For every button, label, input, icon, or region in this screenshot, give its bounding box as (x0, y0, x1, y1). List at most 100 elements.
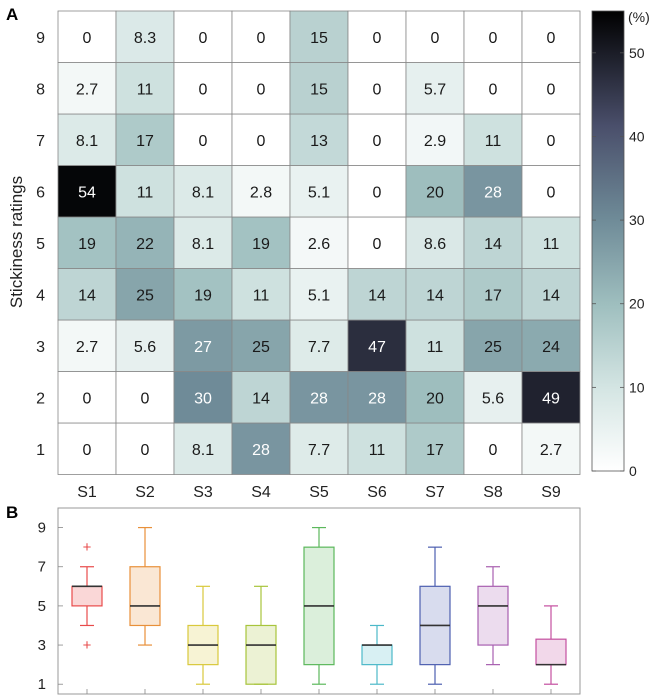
heatmap-cell-value: 8.3 (134, 30, 156, 47)
heatmap-cell-value: 5.6 (482, 390, 504, 407)
heatmap-cells (57, 10, 581, 475)
heatmap-cell-value: 0 (373, 184, 382, 201)
box-iqr (535, 638, 567, 666)
heatmap-cell (115, 216, 175, 269)
heatmap-cell-value: 0 (373, 133, 382, 150)
colorbar-ticks: 0 10 20 30 40 50 (592, 45, 645, 479)
heatmap-cell (289, 216, 349, 269)
heatmap-cell (57, 371, 117, 424)
heatmap-cell (289, 10, 349, 63)
heatmap-cell (173, 62, 233, 115)
panel-b-label: B (6, 503, 18, 522)
heatmap-cell (405, 113, 465, 166)
heatmap-cell-value: 11 (543, 236, 560, 253)
boxplot-y-ticks: 1 3 5 7 9 (38, 520, 63, 693)
heatmap-cell (57, 422, 117, 475)
heatmap-cell-value: 7.7 (308, 442, 330, 459)
heatmap-cell (347, 113, 407, 166)
box-s4 (245, 585, 277, 685)
heatmap-cell-value: 0 (257, 133, 266, 150)
colorbar-tick-label: 10 (629, 379, 645, 395)
heatmap-cell (173, 10, 233, 63)
heatmap-cell-value: 2.7 (540, 442, 562, 459)
box-s8 (477, 566, 509, 666)
heatmap-cell-value: 0 (547, 81, 556, 98)
colorbar-tick-label: 30 (629, 212, 645, 228)
heatmap-cell-value: 0 (83, 390, 92, 407)
heatmap-cell-value: 0 (141, 442, 150, 459)
heatmap-cell-value: 17 (484, 287, 502, 304)
heatmap-y-axis-label: Stickiness ratings (7, 176, 26, 308)
heatmap-cell (405, 422, 465, 475)
heatmap-cell-value: 8.1 (192, 442, 214, 459)
heatmap-cell (521, 10, 581, 63)
heatmap-cell-value: 0 (199, 30, 208, 47)
boxplot-y-tick-label: 9 (38, 520, 46, 537)
heatmap-cell-value: 11 (485, 133, 502, 150)
heatmap-cell-value: 0 (547, 30, 556, 47)
heatmap-cell-value: 8.1 (192, 184, 214, 201)
box-s9 (535, 605, 567, 685)
heatmap-cell (231, 371, 291, 424)
heatmap-y-tick-label: 8 (36, 81, 45, 98)
heatmap-cell-value: 19 (194, 287, 212, 304)
heatmap-cell-value: 28 (368, 390, 386, 407)
heatmap-cell (173, 319, 233, 372)
heatmap-cell-value: 28 (252, 442, 270, 459)
heatmap-cell (173, 165, 233, 218)
colorbar-tick-label: 40 (629, 128, 645, 144)
heatmap-cell-value: 28 (484, 184, 502, 201)
heatmap-cell (463, 422, 523, 475)
boxplot-boxes: ++ (71, 526, 567, 685)
heatmap-x-tick-label: S6 (367, 484, 387, 501)
heatmap: 0 0 8.1 28 7.7 11 17 0 2.70 0 30 14 28 28 20 5.6 492.7 5.… (7, 10, 581, 501)
heatmap-y-tick-label: 4 (36, 287, 45, 304)
heatmap-x-tick-label: S9 (541, 484, 561, 501)
heatmap-cell-value: 25 (484, 339, 502, 356)
heatmap-y-tick-label: 3 (36, 339, 45, 356)
heatmap-cell-value: 8.1 (192, 236, 214, 253)
panel-a-label: A (6, 5, 18, 24)
heatmap-cell (173, 113, 233, 166)
heatmap-cell-value: 0 (431, 30, 440, 47)
heatmap-cell (57, 62, 117, 115)
heatmap-cell (231, 113, 291, 166)
heatmap-cell (521, 422, 581, 475)
heatmap-cell-value: 5.1 (308, 287, 330, 304)
heatmap-cell-value: 7.7 (308, 339, 330, 356)
heatmap-cell (231, 165, 291, 218)
heatmap-x-tick-label: S5 (309, 484, 329, 501)
heatmap-cell-value: 5.7 (424, 81, 446, 98)
heatmap-cell-value: 14 (484, 236, 502, 253)
heatmap-cell (289, 113, 349, 166)
heatmap-cell (405, 10, 465, 63)
heatmap-cell-value: 0 (373, 81, 382, 98)
box-s6 (361, 624, 393, 685)
boxplot-x-ticks (86, 689, 552, 694)
heatmap-cell-value: 15 (310, 30, 328, 47)
heatmap-cell-value: 0 (257, 81, 266, 98)
heatmap-cell (347, 62, 407, 115)
heatmap-cell-value: 0 (257, 30, 266, 47)
heatmap-cell (347, 10, 407, 63)
heatmap-cell (115, 165, 175, 218)
boxplot-y-tick-label: 3 (38, 637, 46, 654)
heatmap-cell (347, 216, 407, 269)
heatmap-cell-value: 0 (547, 184, 556, 201)
heatmap-cell-value: 17 (426, 442, 444, 459)
heatmap-cell-value: 14 (542, 287, 560, 304)
heatmap-cell (289, 62, 349, 115)
heatmap-cell-value: 5.1 (308, 184, 330, 201)
heatmap-cell-value: 0 (199, 81, 208, 98)
heatmap-cell-value: 2.8 (250, 184, 272, 201)
box-iqr (477, 585, 509, 646)
heatmap-cell (57, 10, 117, 63)
heatmap-cell (405, 371, 465, 424)
heatmap-cell-value: 20 (426, 390, 444, 407)
heatmap-x-ticks: S1 S2 S3 S4 S5 S6 S7 S8 S9 (77, 484, 561, 501)
heatmap-cell-value: 54 (78, 184, 96, 201)
heatmap-cell (231, 216, 291, 269)
heatmap-cell (521, 216, 581, 269)
heatmap-y-tick-label: 6 (36, 184, 45, 201)
